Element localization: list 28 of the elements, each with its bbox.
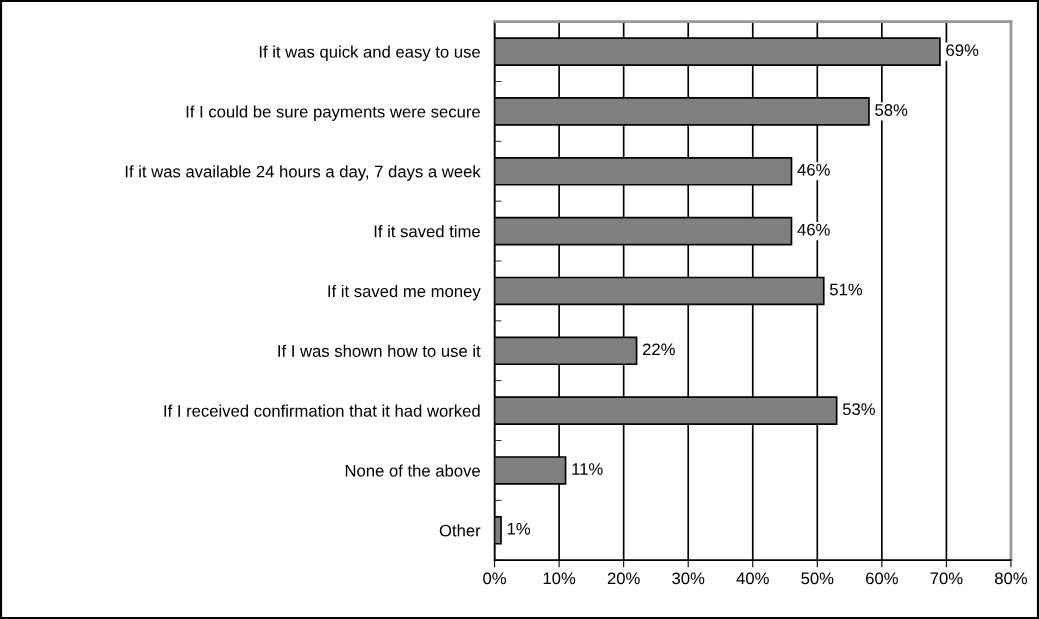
- data-label: 51%: [829, 283, 863, 296]
- y-tick-label: Other: [439, 524, 481, 537]
- data-label: 69%: [946, 44, 979, 57]
- data-label: 58%: [875, 104, 908, 116]
- y-tick-label: If it saved time: [374, 225, 480, 238]
- data-label: 46%: [797, 163, 830, 176]
- x-tick-label: 30%: [672, 572, 705, 585]
- y-tick-label: If it was available 24 hours a day, 7 days a week: [125, 165, 481, 181]
- x-tick-label: 50%: [801, 572, 834, 585]
- data-label: 22%: [642, 343, 675, 356]
- data-label: 53%: [842, 403, 875, 416]
- data-label: 11%: [572, 463, 603, 475]
- y-tick-label: If I received confirmation that it had worked: [164, 404, 480, 417]
- bar: [494, 515, 502, 545]
- x-tick-label: 80%: [994, 572, 1028, 585]
- y-tick-label: If it was quick and easy to use: [259, 45, 480, 62]
- x-tick-label: 10%: [543, 572, 576, 585]
- x-tick-label: 70%: [930, 572, 963, 585]
- x-tick-label: 40%: [736, 572, 769, 585]
- y-tick-label: If I could be sure payments were secure: [186, 105, 480, 121]
- y-tick-label: None of the above: [345, 464, 480, 477]
- data-label: 46%: [797, 223, 830, 236]
- data-label: 1%: [507, 523, 531, 535]
- x-tick-label: 0%: [483, 572, 507, 585]
- x-tick-label: 60%: [866, 572, 898, 585]
- x-tick-label: 20%: [607, 572, 640, 585]
- y-tick-label: If I was shown how to use it: [278, 344, 481, 357]
- y-tick-label: If it saved me money: [328, 284, 481, 301]
